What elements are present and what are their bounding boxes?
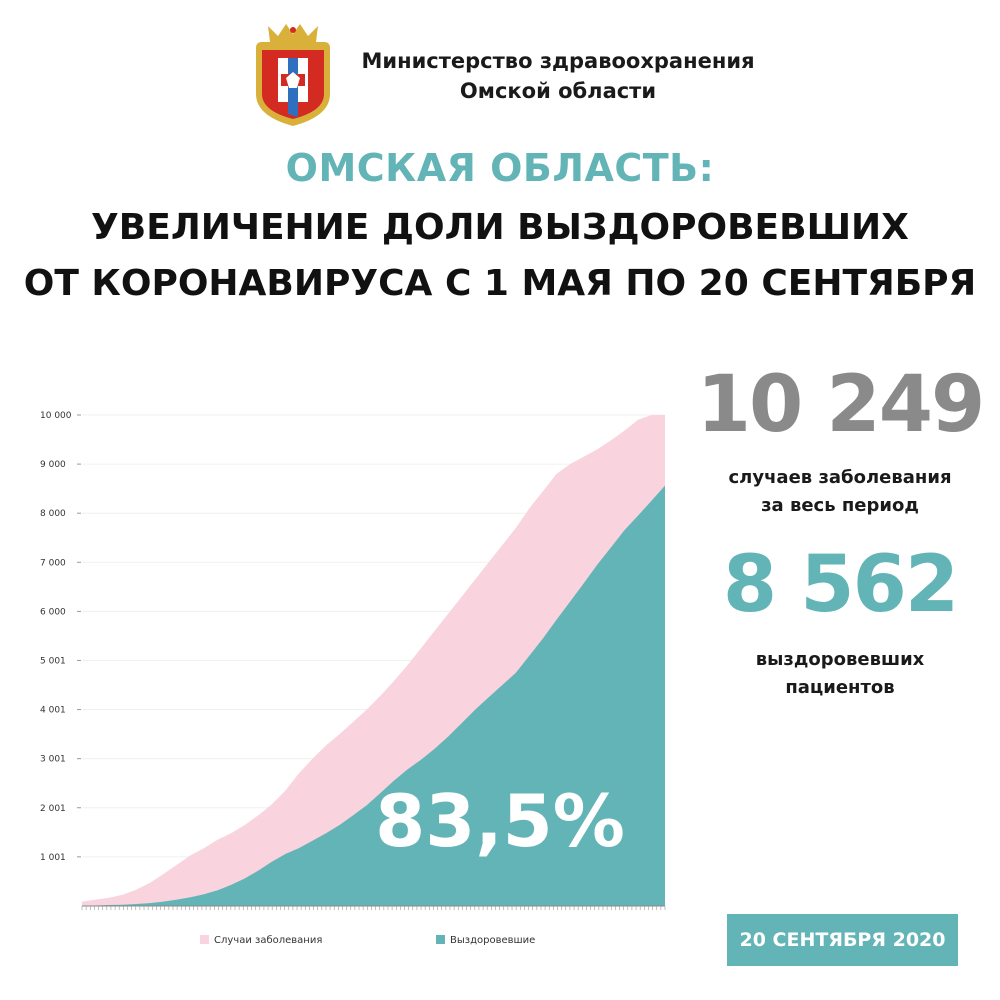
recovered-total-label: выздоровевших пациентов xyxy=(690,646,990,702)
y-tick-label: 10 000 xyxy=(40,411,72,421)
y-tick-label: 6 000 xyxy=(40,607,66,617)
y-tick-label: 3 001 xyxy=(40,755,66,765)
legend-item: Выздоровевшие xyxy=(436,935,535,946)
date-badge: 20 СЕНТЯБРЯ 2020 xyxy=(727,914,958,966)
ministry-name: Министерство здравоохранения Омской обла… xyxy=(358,46,758,106)
cases-label-line-1: случаев заболевания xyxy=(728,467,952,488)
recovery-percent-label: 83,5% xyxy=(375,779,625,863)
recovery-area-chart: 1 001 2 001 3 001 4 001 5 001 6 000 7 000 8 000… xyxy=(40,411,666,946)
legend-swatch xyxy=(200,935,209,944)
y-tick-label: 5 001 xyxy=(40,656,66,666)
ministry-line-1: Министерство здравоохранения xyxy=(361,49,755,73)
legend-label: Выздоровевшие xyxy=(450,935,535,946)
legend-label: Случаи заболевания xyxy=(214,935,322,946)
title-region: ОМСКАЯ ОБЛАСТЬ: xyxy=(285,146,715,190)
title-line-3: ОТ КОРОНАВИРУСА С 1 МАЯ ПО 20 СЕНТЯБРЯ xyxy=(23,263,977,304)
header: Министерство здравоохранения Омской обла… xyxy=(248,22,768,132)
title-line-2: УВЕЛИЧЕНИЕ ДОЛИ ВЫЗДОРОВЕВШИХ xyxy=(91,207,909,248)
y-tick-label: 1 001 xyxy=(40,853,66,863)
y-tick-label: 2 001 xyxy=(40,804,66,814)
cases-total-label: случаев заболевания за весь период xyxy=(690,464,990,520)
y-tick-label: 9 000 xyxy=(40,460,66,470)
title-main: УВЕЛИЧЕНИЕ ДОЛИ ВЫЗДОРОВЕВШИХ ОТ КОРОНАВ… xyxy=(0,200,1000,312)
omsk-coat-of-arms-emblem xyxy=(256,24,330,126)
y-tick-label: 8 000 xyxy=(40,509,66,519)
cases-total-value: 10 249 xyxy=(696,360,986,450)
cases-label-line-2: за весь период xyxy=(761,495,919,516)
recovered-label-line-1: выздоровевших xyxy=(755,649,925,670)
y-tick-label: 7 000 xyxy=(40,558,66,568)
ministry-line-2: Омской области xyxy=(459,79,657,103)
y-tick-label: 4 001 xyxy=(40,706,66,716)
legend-item: Случаи заболевания xyxy=(200,935,322,946)
recovered-total-value: 8 562 xyxy=(722,540,959,630)
recovered-label-line-2: пациентов xyxy=(785,677,895,698)
legend-swatch xyxy=(436,935,445,944)
recovered-area xyxy=(82,485,665,906)
